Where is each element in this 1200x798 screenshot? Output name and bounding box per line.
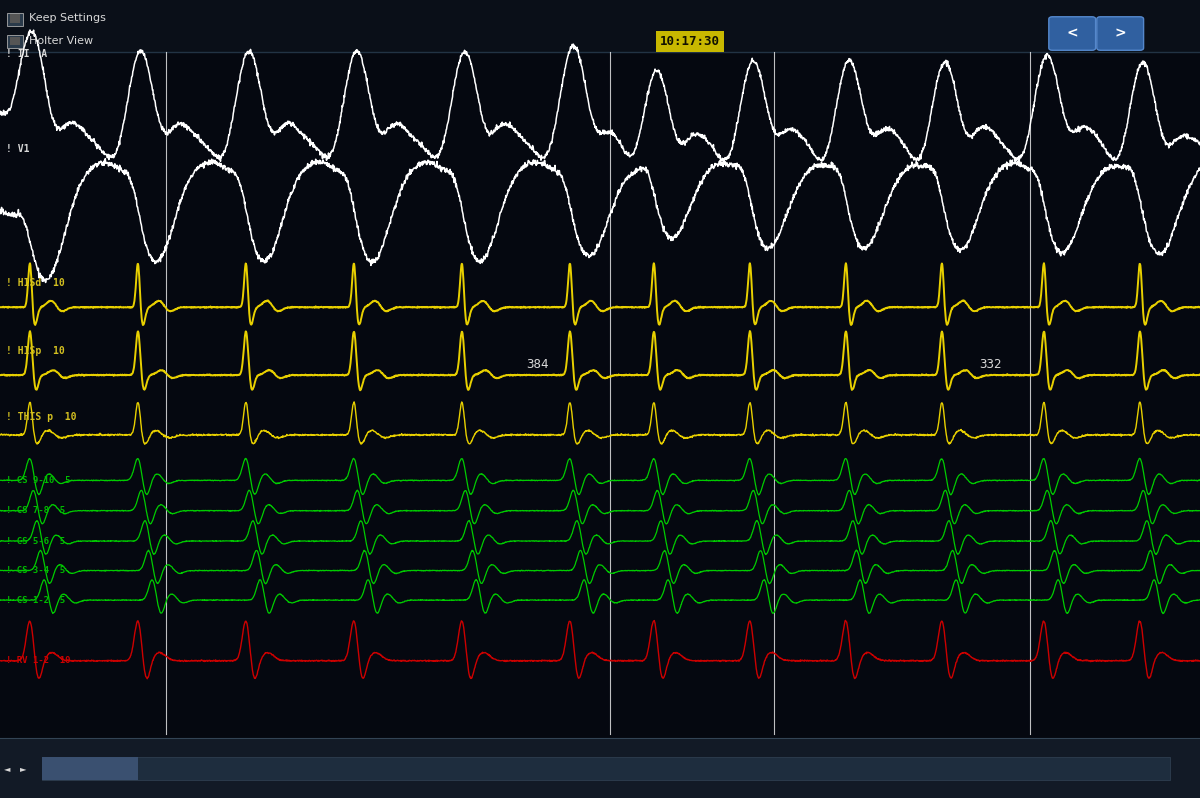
Text: ►: ► [20,764,26,773]
FancyBboxPatch shape [1049,17,1096,50]
Text: ◄: ◄ [4,764,10,773]
Text: 10:17:30: 10:17:30 [660,35,720,48]
Bar [10,37,20,45]
Text: ! CS 9-10  5: ! CS 9-10 5 [6,476,71,485]
Bar [0,738,1200,798]
Text: >: > [1115,26,1126,41]
Text: 384: 384 [527,358,548,371]
Text: ! HISp  10: ! HISp 10 [6,346,65,356]
Text: ! V1: ! V1 [6,144,30,154]
Text: <: < [1067,26,1078,41]
Text: ! THIS p  10: ! THIS p 10 [6,412,77,422]
Text: ! CS 7-8  5: ! CS 7-8 5 [6,506,65,516]
Text: ! HISd  10: ! HISd 10 [6,279,65,288]
Text: ! II  A: ! II A [6,49,47,59]
Text: ! CS 1-2  5: ! CS 1-2 5 [6,595,65,605]
Text: Keep Settings: Keep Settings [29,14,106,23]
Bar [42,757,1170,780]
Text: 332: 332 [979,358,1001,371]
Text: Holter View: Holter View [29,36,92,45]
Text: ! RV 1-2  10: ! RV 1-2 10 [6,656,71,666]
Bar [7,13,23,26]
Bar [10,14,20,23]
Bar [7,35,23,48]
Bar [42,757,138,780]
Bar [0,0,1200,52]
Text: ! CS 3-4  5: ! CS 3-4 5 [6,566,65,575]
FancyBboxPatch shape [1097,17,1144,50]
Text: ! CS 5-6  5: ! CS 5-6 5 [6,536,65,546]
